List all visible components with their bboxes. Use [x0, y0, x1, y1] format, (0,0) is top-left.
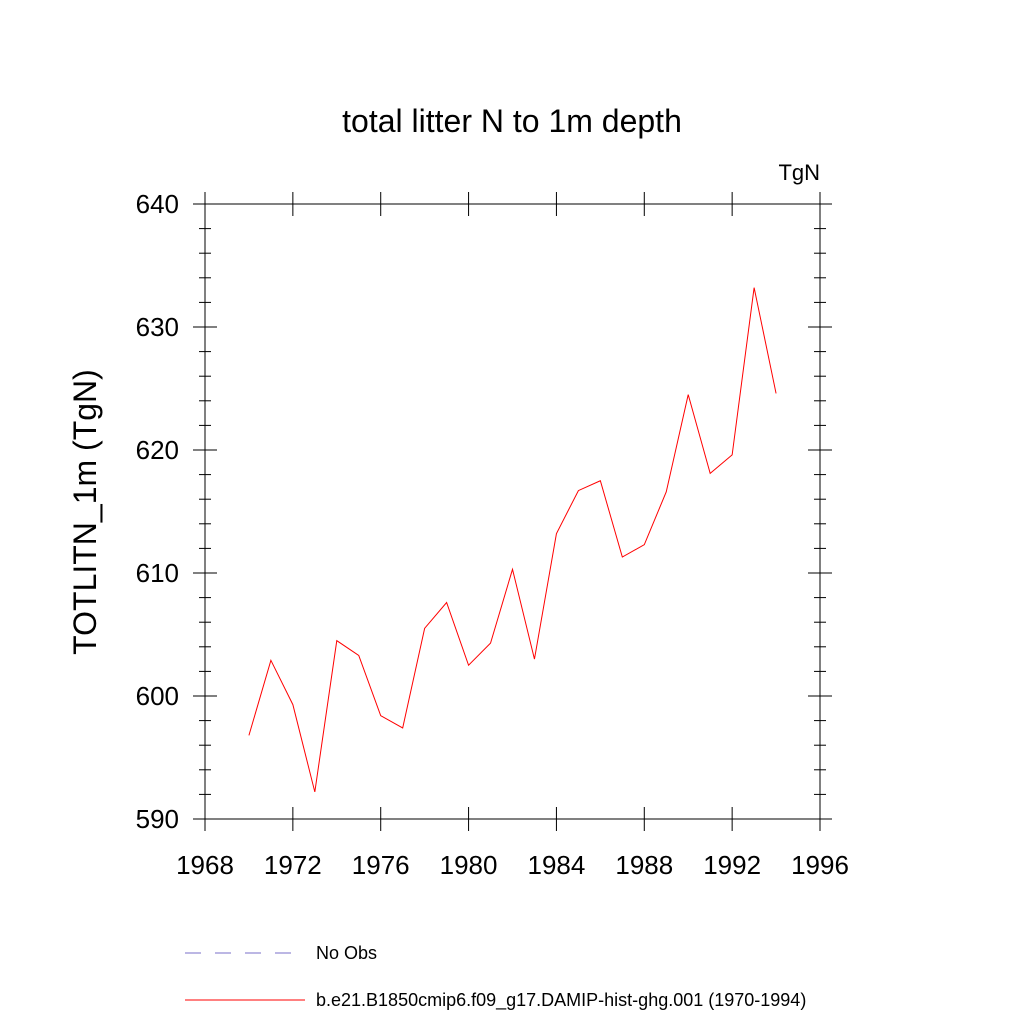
x-tick-label: 1988 [615, 850, 673, 880]
y-tick-label: 620 [136, 435, 179, 465]
series-line-1 [248, 287, 777, 793]
y-axis-title: TOTLITN_1m (TgN) [67, 369, 103, 655]
x-tick-label: 1992 [703, 850, 761, 880]
x-tick-label: 1972 [264, 850, 322, 880]
plot-frame [204, 203, 821, 820]
x-tick-label: 1984 [528, 850, 586, 880]
legend-label-0: No Obs [316, 943, 377, 963]
series-layer [248, 287, 777, 793]
legend: No Obs b.e21.B1850cmip6.f09_g17.DAMIP-his… [185, 943, 806, 1011]
x-tick-label: 1996 [791, 850, 849, 880]
y-tick-label: 640 [136, 189, 179, 219]
x-tick-label: 1980 [440, 850, 498, 880]
axes: 590 600 610 620 630 640 1968 1972 1976 1980 1984 19… [136, 189, 849, 880]
x-tick-label: 1976 [352, 850, 410, 880]
y-tick-label: 630 [136, 312, 179, 342]
chart-title: total litter N to 1m depth [342, 103, 682, 139]
y-tick-label: 590 [136, 804, 179, 834]
y-tick-label: 600 [136, 681, 179, 711]
x-tick-label: 1968 [176, 850, 234, 880]
y-tick-label: 610 [136, 558, 179, 588]
legend-label-1: b.e21.B1850cmip6.f09_g17.DAMIP-hist-ghg.… [316, 990, 806, 1011]
units-label: TgN [778, 160, 820, 185]
